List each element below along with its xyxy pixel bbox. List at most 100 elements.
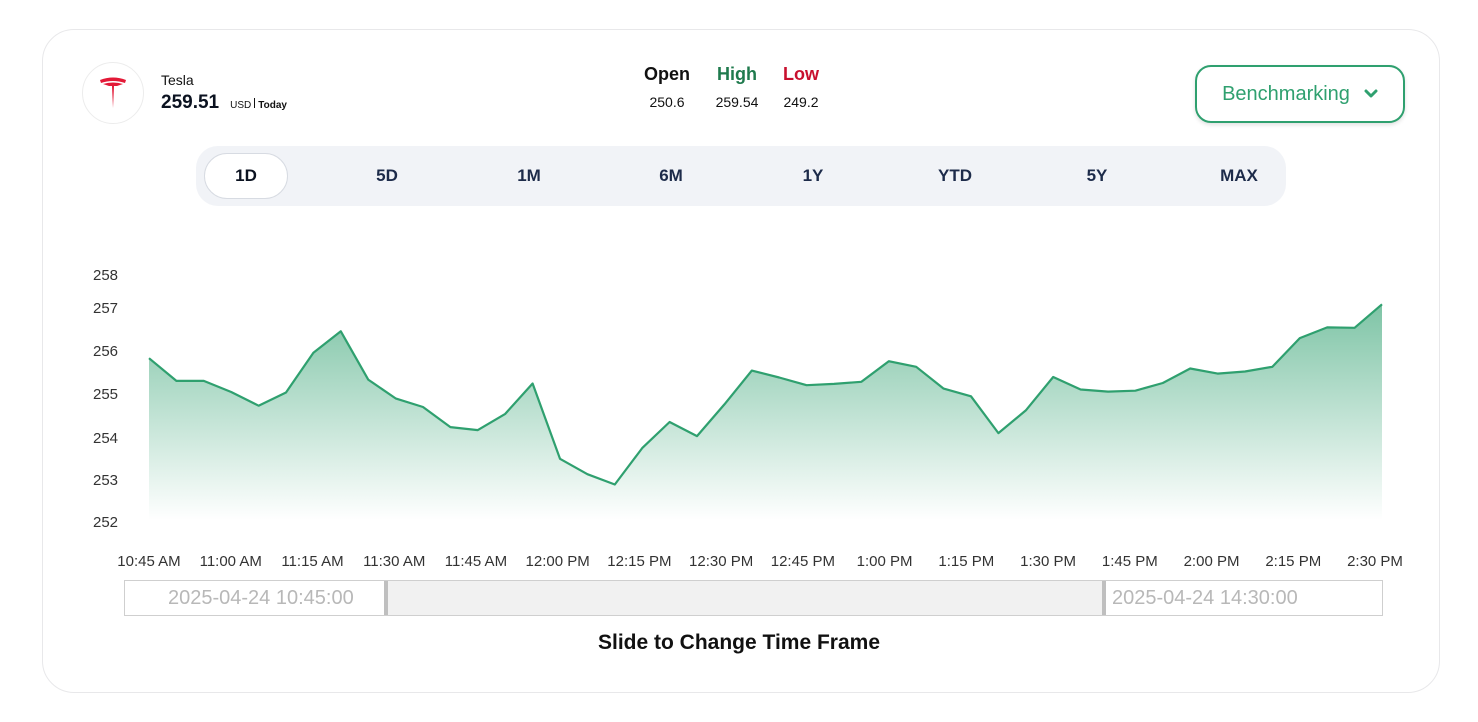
y-axis: 252 253 254 255 256 257 258 bbox=[93, 267, 118, 531]
data-point bbox=[366, 378, 370, 382]
tab-1d[interactable]: 1D bbox=[204, 153, 288, 199]
low-label: Low bbox=[783, 64, 819, 84]
x-tick-label: 1:45 PM bbox=[1102, 553, 1158, 570]
data-point bbox=[339, 329, 343, 333]
low-value: 249.2 bbox=[783, 94, 819, 110]
y-tick-label: 255 bbox=[93, 386, 118, 403]
data-point bbox=[311, 351, 315, 355]
data-point bbox=[1325, 325, 1329, 329]
x-tick-label: 1:15 PM bbox=[938, 553, 994, 570]
data-point bbox=[1270, 365, 1274, 369]
data-point bbox=[805, 383, 809, 387]
stock-name: Tesla bbox=[161, 72, 194, 88]
data-point bbox=[1298, 336, 1302, 340]
data-point bbox=[394, 396, 398, 400]
currency-label: USD bbox=[230, 100, 252, 111]
data-point bbox=[503, 412, 507, 416]
data-point bbox=[147, 356, 151, 360]
data-point bbox=[1079, 388, 1083, 392]
tab-6m[interactable]: 6M bbox=[659, 166, 683, 185]
slider-end-label: 2025-04-24 14:30:00 bbox=[1112, 587, 1298, 609]
tesla-logo-icon bbox=[82, 62, 144, 124]
period-label: Today bbox=[258, 100, 287, 111]
data-point bbox=[1380, 302, 1384, 306]
data-point bbox=[1243, 370, 1247, 374]
high-label: High bbox=[717, 64, 757, 84]
tab-ytd[interactable]: YTD bbox=[938, 166, 972, 185]
data-point bbox=[942, 387, 946, 391]
tesla-logo-svg bbox=[100, 77, 126, 108]
data-point bbox=[695, 434, 699, 438]
data-point bbox=[1161, 381, 1165, 385]
y-tick-label: 258 bbox=[93, 267, 118, 284]
x-tick-label: 12:15 PM bbox=[607, 553, 671, 570]
data-point bbox=[174, 379, 178, 383]
x-tick-label: 12:00 PM bbox=[526, 553, 590, 570]
x-tick-label: 11:00 AM bbox=[200, 553, 262, 570]
data-point bbox=[668, 420, 672, 424]
x-tick-label: 11:15 AM bbox=[281, 553, 343, 570]
data-point bbox=[1216, 372, 1220, 376]
data-point bbox=[969, 394, 973, 398]
data-point bbox=[257, 404, 261, 408]
data-point bbox=[448, 425, 452, 429]
high-value: 259.54 bbox=[715, 94, 759, 110]
slider-start-label: 2025-04-24 10:45:00 bbox=[168, 587, 354, 609]
x-tick-label: 12:45 PM bbox=[771, 553, 835, 570]
data-point bbox=[640, 446, 644, 450]
data-point bbox=[531, 382, 535, 386]
slider-start-handle[interactable] bbox=[384, 581, 388, 615]
data-point bbox=[1024, 408, 1028, 412]
tab-5d[interactable]: 5D bbox=[376, 166, 398, 185]
y-tick-label: 252 bbox=[93, 514, 118, 531]
tab-1y[interactable]: 1Y bbox=[802, 166, 824, 185]
data-point bbox=[887, 359, 891, 363]
x-tick-label: 2:00 PM bbox=[1184, 553, 1240, 570]
x-tick-label: 1:30 PM bbox=[1020, 553, 1076, 570]
y-tick-label: 257 bbox=[93, 300, 118, 317]
price-area bbox=[149, 304, 1382, 520]
time-slider-range[interactable] bbox=[385, 581, 1105, 615]
data-point bbox=[750, 369, 754, 373]
benchmarking-button[interactable]: Benchmarking bbox=[1195, 65, 1405, 123]
open-label: Open bbox=[643, 64, 690, 84]
x-tick-label: 12:30 PM bbox=[689, 553, 753, 570]
data-point bbox=[421, 405, 425, 409]
slider-end-handle[interactable] bbox=[1102, 581, 1106, 615]
data-point bbox=[558, 457, 562, 461]
data-point bbox=[202, 379, 206, 383]
y-tick-label: 253 bbox=[93, 472, 118, 489]
data-point bbox=[1133, 389, 1137, 393]
price-line bbox=[148, 303, 1383, 486]
stock-price: 259.51 bbox=[161, 92, 220, 113]
tab-5y[interactable]: 5Y bbox=[1086, 166, 1108, 185]
x-tick-label: 11:45 AM bbox=[445, 553, 507, 570]
slider-caption: Slide to Change Time Frame bbox=[597, 631, 880, 654]
data-point bbox=[613, 483, 617, 487]
data-point bbox=[476, 428, 480, 432]
data-point bbox=[914, 365, 918, 369]
data-point bbox=[1188, 367, 1192, 371]
data-point bbox=[722, 402, 726, 406]
x-tick-label: 11:30 AM bbox=[363, 553, 425, 570]
open-value: 250.6 bbox=[649, 94, 685, 110]
x-axis: 10:45 AM 11:00 AM 11:15 AM 11:30 AM 11:45 AM… bbox=[117, 553, 1403, 570]
divider bbox=[254, 98, 256, 108]
price-row: 259.51 USD Today bbox=[161, 92, 287, 114]
data-point bbox=[585, 472, 589, 476]
data-point bbox=[284, 391, 288, 395]
y-tick-label: 254 bbox=[93, 430, 118, 447]
x-tick-label: 2:15 PM bbox=[1265, 553, 1321, 570]
data-point bbox=[777, 376, 781, 380]
x-tick-label: 10:45 AM bbox=[117, 553, 180, 570]
data-point bbox=[859, 380, 863, 384]
chevron-down-icon bbox=[1364, 89, 1378, 98]
data-point bbox=[1353, 326, 1357, 330]
tab-max[interactable]: MAX bbox=[1220, 166, 1258, 185]
tab-1m[interactable]: 1M bbox=[517, 166, 541, 185]
benchmarking-label: Benchmarking bbox=[1222, 82, 1350, 105]
time-range-tabs: 1D 5D 1M 6M 1Y YTD 5Y MAX bbox=[196, 146, 1286, 206]
data-point bbox=[1051, 375, 1055, 379]
data-point bbox=[229, 390, 233, 394]
